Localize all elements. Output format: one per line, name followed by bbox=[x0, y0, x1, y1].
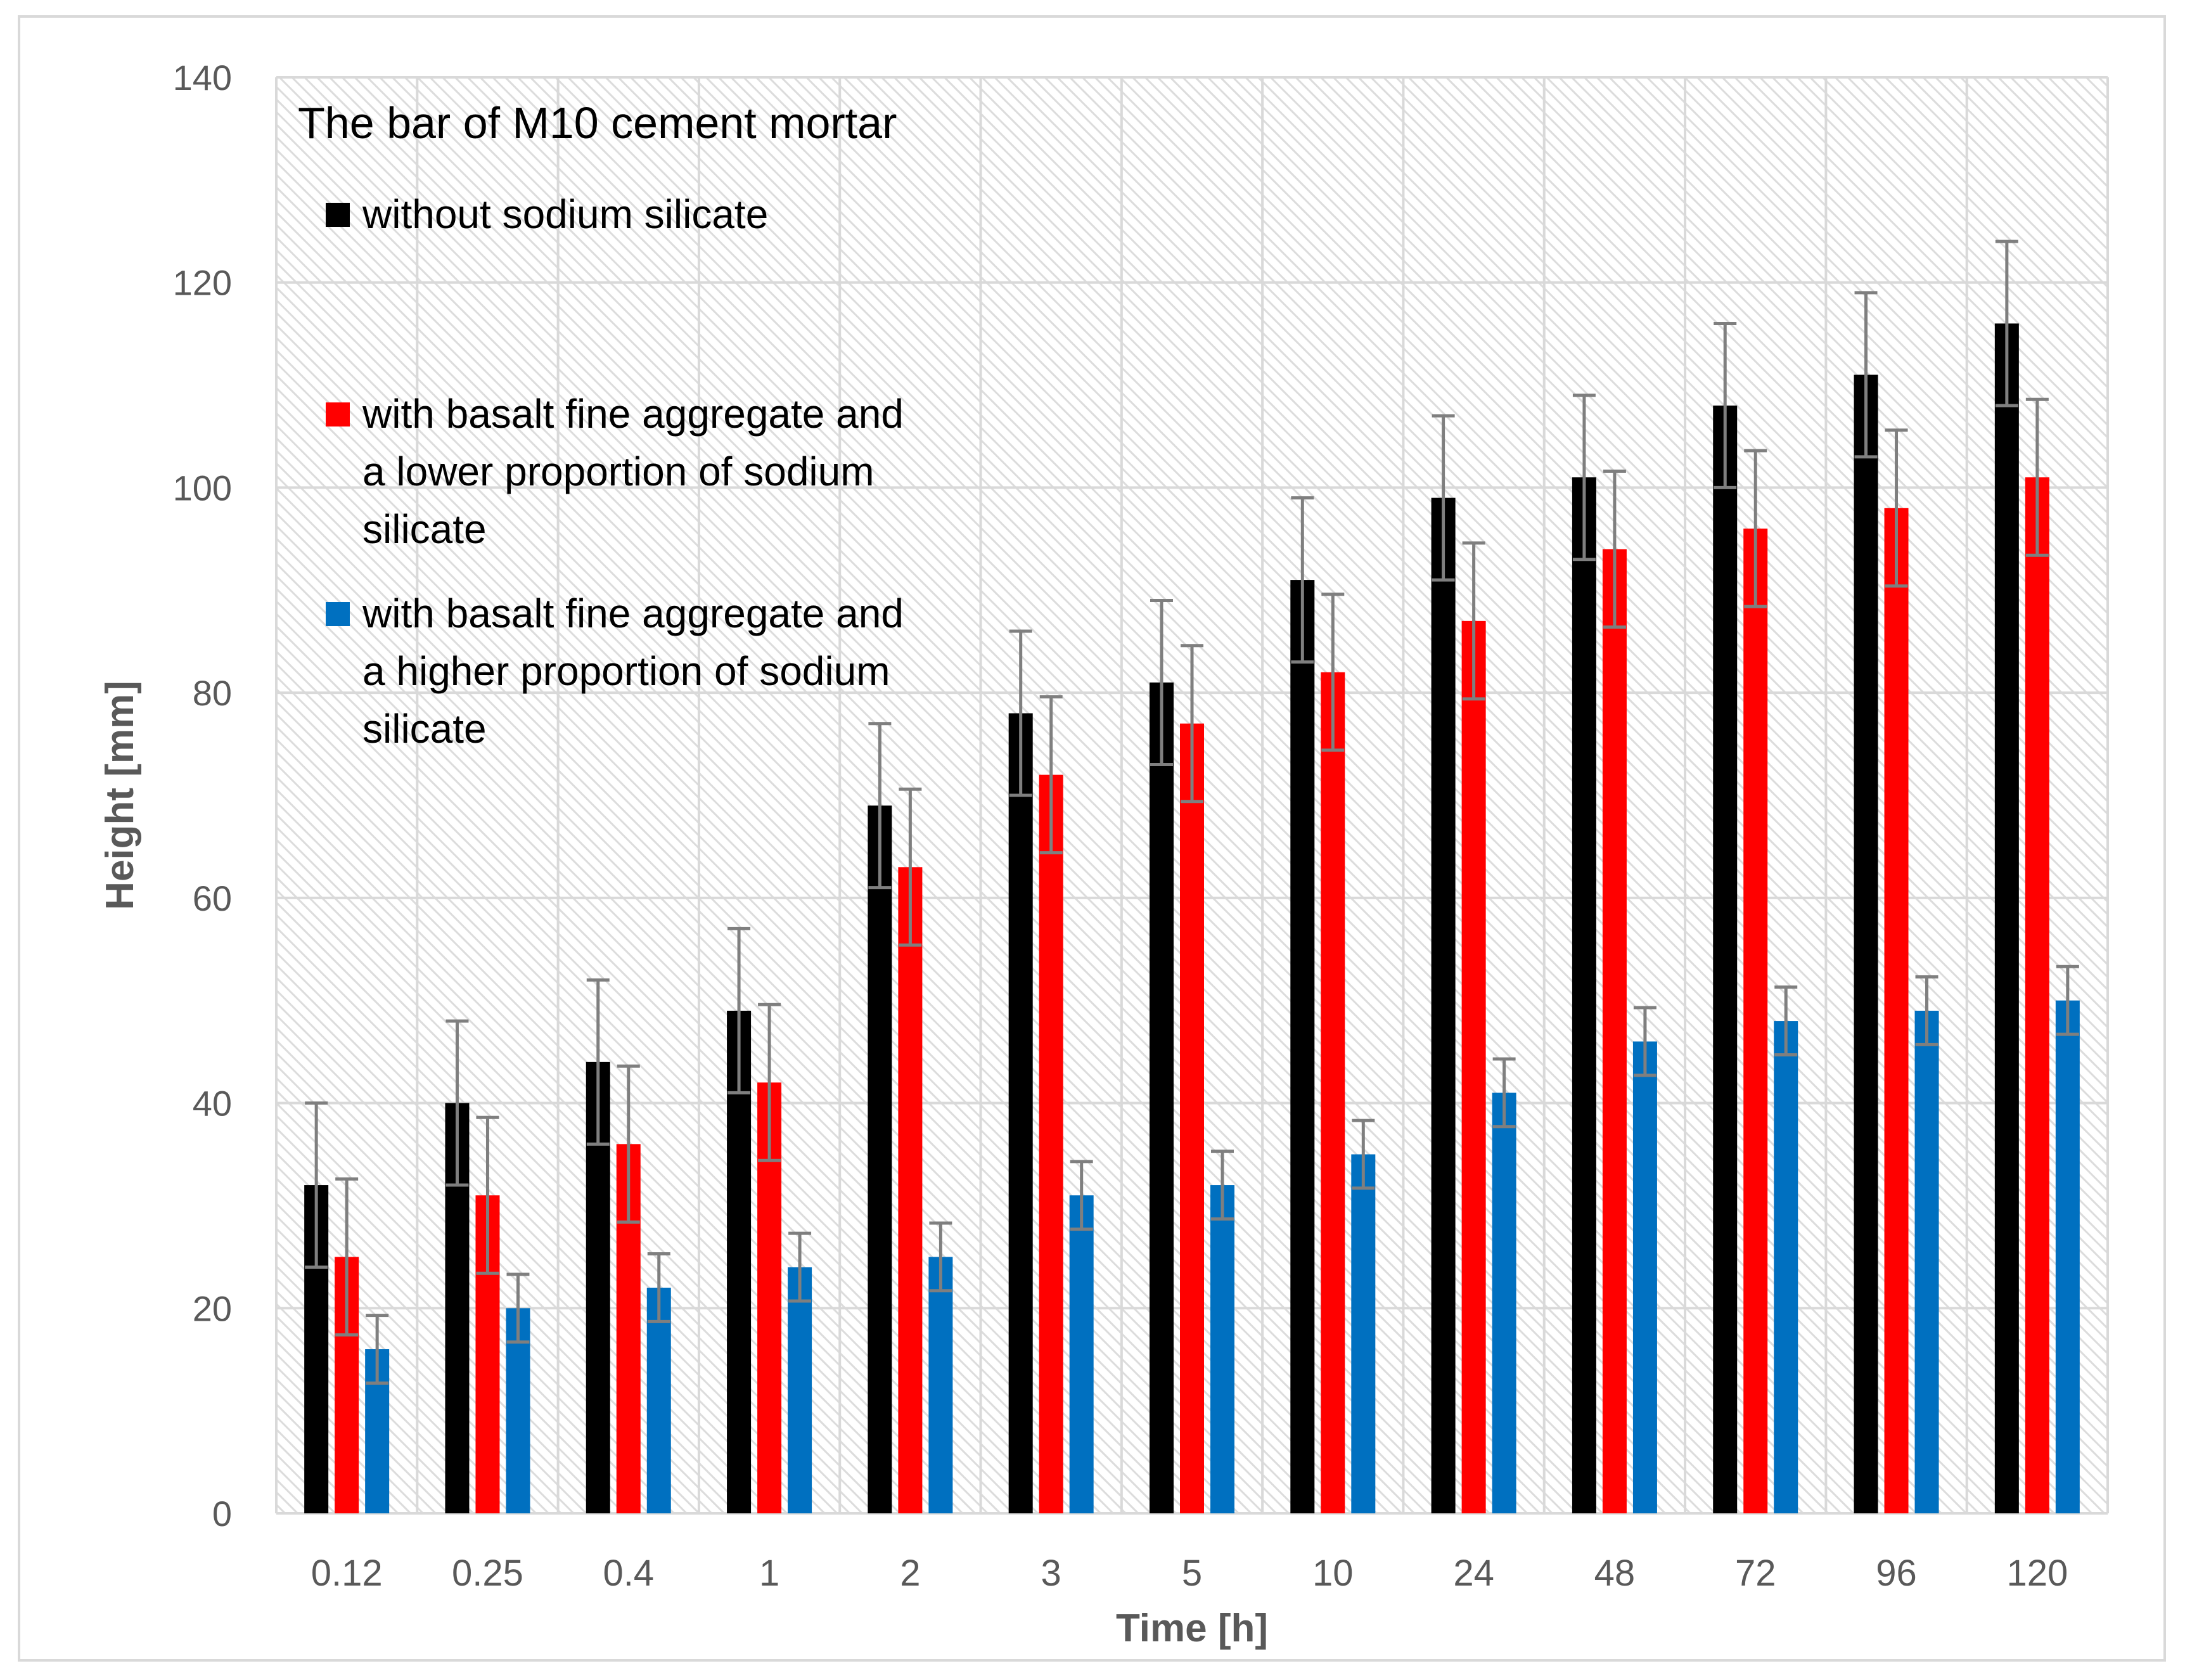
x-tick-label: 96 bbox=[1876, 1553, 1917, 1594]
bar-s0-48 bbox=[1572, 477, 1596, 1513]
bar-s1-24 bbox=[1461, 620, 1486, 1514]
y-axis-title: Height [mm] bbox=[98, 681, 142, 910]
bar-s0-72 bbox=[1713, 405, 1738, 1513]
legend-label-lower-line1: with basalt fine aggregate and bbox=[362, 391, 904, 437]
y-tick-label: 0 bbox=[212, 1494, 232, 1534]
y-tick-label: 80 bbox=[193, 673, 232, 713]
bar-s1-96 bbox=[1884, 508, 1909, 1513]
bar-s0-3 bbox=[1008, 713, 1033, 1513]
x-tick-label: 72 bbox=[1735, 1553, 1776, 1594]
bars bbox=[304, 323, 2080, 1514]
legend-swatch-lower bbox=[326, 402, 350, 426]
bar-s0-96 bbox=[1854, 375, 1878, 1513]
x-tick-label: 24 bbox=[1453, 1553, 1494, 1594]
bar-s2-120 bbox=[2055, 1000, 2080, 1513]
x-tick-label: 10 bbox=[1312, 1553, 1354, 1594]
legend: without sodium silicate with basalt fine… bbox=[326, 191, 904, 752]
y-tick-label: 40 bbox=[193, 1084, 232, 1124]
bar-s2-24 bbox=[1492, 1093, 1516, 1513]
x-tick-label: 3 bbox=[1041, 1553, 1061, 1594]
legend-label-lower-line3: silicate bbox=[362, 506, 487, 552]
y-tick-label: 100 bbox=[173, 468, 232, 508]
bar-s1-3 bbox=[1039, 774, 1063, 1513]
bar-s2-48 bbox=[1632, 1041, 1657, 1513]
bar-s2-96 bbox=[1914, 1010, 1939, 1513]
x-tick-label: 0.12 bbox=[311, 1553, 383, 1594]
y-tick-label: 60 bbox=[193, 878, 232, 918]
legend-swatch-higher bbox=[326, 602, 350, 626]
bar-s1-48 bbox=[1602, 549, 1627, 1513]
legend-label-higher-line3: silicate bbox=[362, 706, 487, 752]
x-tick-label: 1 bbox=[759, 1553, 779, 1594]
x-tick-label: 120 bbox=[2006, 1553, 2068, 1594]
bar-s2-2 bbox=[928, 1257, 953, 1513]
error-bars bbox=[305, 240, 2079, 1385]
bar-s1-2 bbox=[898, 867, 923, 1513]
x-tick-label: 5 bbox=[1182, 1553, 1202, 1594]
x-tick-labels: 0.12 0.25 0.4 1 2 3 5 10 24 48 72 96 120 bbox=[311, 1553, 2068, 1594]
bar-s2-0.4 bbox=[646, 1287, 671, 1513]
legend-label-without: without sodium silicate bbox=[362, 191, 768, 237]
y-tick-label: 140 bbox=[173, 58, 232, 98]
bar-s2-72 bbox=[1774, 1021, 1798, 1513]
bar-s1-5 bbox=[1180, 723, 1204, 1513]
bar-s0-24 bbox=[1431, 497, 1456, 1513]
bar-s2-1 bbox=[788, 1267, 812, 1513]
y-tick-labels: 0 20 40 60 80 100 120 140 bbox=[173, 58, 232, 1534]
gridlines bbox=[275, 76, 2109, 1515]
legend-swatch-without bbox=[326, 203, 350, 227]
x-tick-label: 48 bbox=[1594, 1553, 1636, 1594]
bar-s1-10 bbox=[1321, 672, 1345, 1513]
x-axis-title: Time [h] bbox=[1116, 1606, 1268, 1650]
bar-s1-120 bbox=[2025, 477, 2049, 1513]
x-tick-label: 0.25 bbox=[452, 1553, 523, 1594]
bar-s0-1 bbox=[727, 1010, 752, 1513]
bar-s2-3 bbox=[1069, 1195, 1094, 1513]
bar-s0-2 bbox=[868, 805, 892, 1513]
x-tick-label: 0.4 bbox=[603, 1553, 654, 1594]
bar-s2-5 bbox=[1210, 1185, 1234, 1513]
bar-s1-72 bbox=[1743, 529, 1768, 1514]
bar-s0-10 bbox=[1290, 580, 1315, 1513]
legend-label-higher-line1: with basalt fine aggregate and bbox=[362, 591, 904, 636]
bar-s0-5 bbox=[1150, 682, 1174, 1513]
y-tick-label: 20 bbox=[193, 1288, 232, 1328]
legend-label-higher-line2: a higher proportion of sodium bbox=[362, 648, 890, 694]
y-tick-label: 120 bbox=[173, 263, 232, 303]
legend-label-lower-line2: a lower proportion of sodium bbox=[362, 449, 875, 494]
bar-s0-120 bbox=[1994, 323, 2019, 1513]
x-tick-label: 2 bbox=[900, 1553, 920, 1594]
chart-title: The bar of M10 cement mortar bbox=[298, 98, 897, 148]
bar-s2-10 bbox=[1351, 1154, 1376, 1513]
